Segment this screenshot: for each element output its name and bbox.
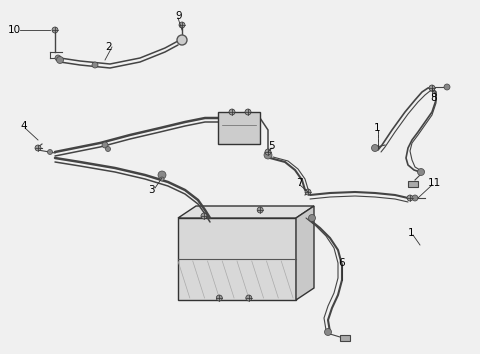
Bar (340, 335, 350, 341)
Circle shape (245, 109, 251, 115)
Circle shape (52, 27, 58, 33)
Polygon shape (296, 206, 314, 300)
Circle shape (305, 189, 311, 195)
Circle shape (102, 142, 108, 148)
Circle shape (246, 295, 252, 301)
Circle shape (55, 55, 61, 61)
Circle shape (179, 22, 185, 28)
Polygon shape (178, 206, 314, 218)
Text: 11: 11 (428, 178, 441, 188)
Circle shape (229, 109, 235, 115)
Text: 3: 3 (148, 185, 155, 195)
Bar (178, 218, 296, 300)
Circle shape (57, 57, 63, 63)
Text: 2: 2 (105, 42, 112, 52)
Bar (408, 181, 418, 187)
Text: 5: 5 (268, 141, 275, 151)
Text: 10: 10 (8, 25, 21, 35)
Circle shape (216, 295, 222, 301)
Circle shape (201, 213, 207, 219)
Text: 7: 7 (296, 178, 302, 188)
Text: 1: 1 (374, 123, 381, 133)
Circle shape (92, 62, 98, 68)
Circle shape (264, 151, 272, 159)
Circle shape (158, 171, 166, 179)
Text: 9: 9 (175, 11, 181, 21)
Text: 8: 8 (430, 93, 437, 103)
Circle shape (257, 207, 263, 213)
Circle shape (418, 169, 424, 176)
Circle shape (324, 329, 332, 336)
Circle shape (177, 35, 187, 45)
Circle shape (412, 195, 418, 201)
Circle shape (429, 85, 435, 91)
Circle shape (407, 195, 413, 201)
Circle shape (106, 147, 110, 152)
Text: 1: 1 (408, 228, 415, 238)
Circle shape (444, 84, 450, 90)
Circle shape (160, 177, 164, 181)
Circle shape (48, 149, 52, 154)
Circle shape (35, 145, 41, 151)
Circle shape (265, 149, 271, 155)
Circle shape (372, 144, 379, 152)
Text: 4: 4 (20, 121, 26, 131)
Bar (218, 112, 260, 144)
Circle shape (309, 215, 315, 222)
Text: 6: 6 (338, 258, 345, 268)
